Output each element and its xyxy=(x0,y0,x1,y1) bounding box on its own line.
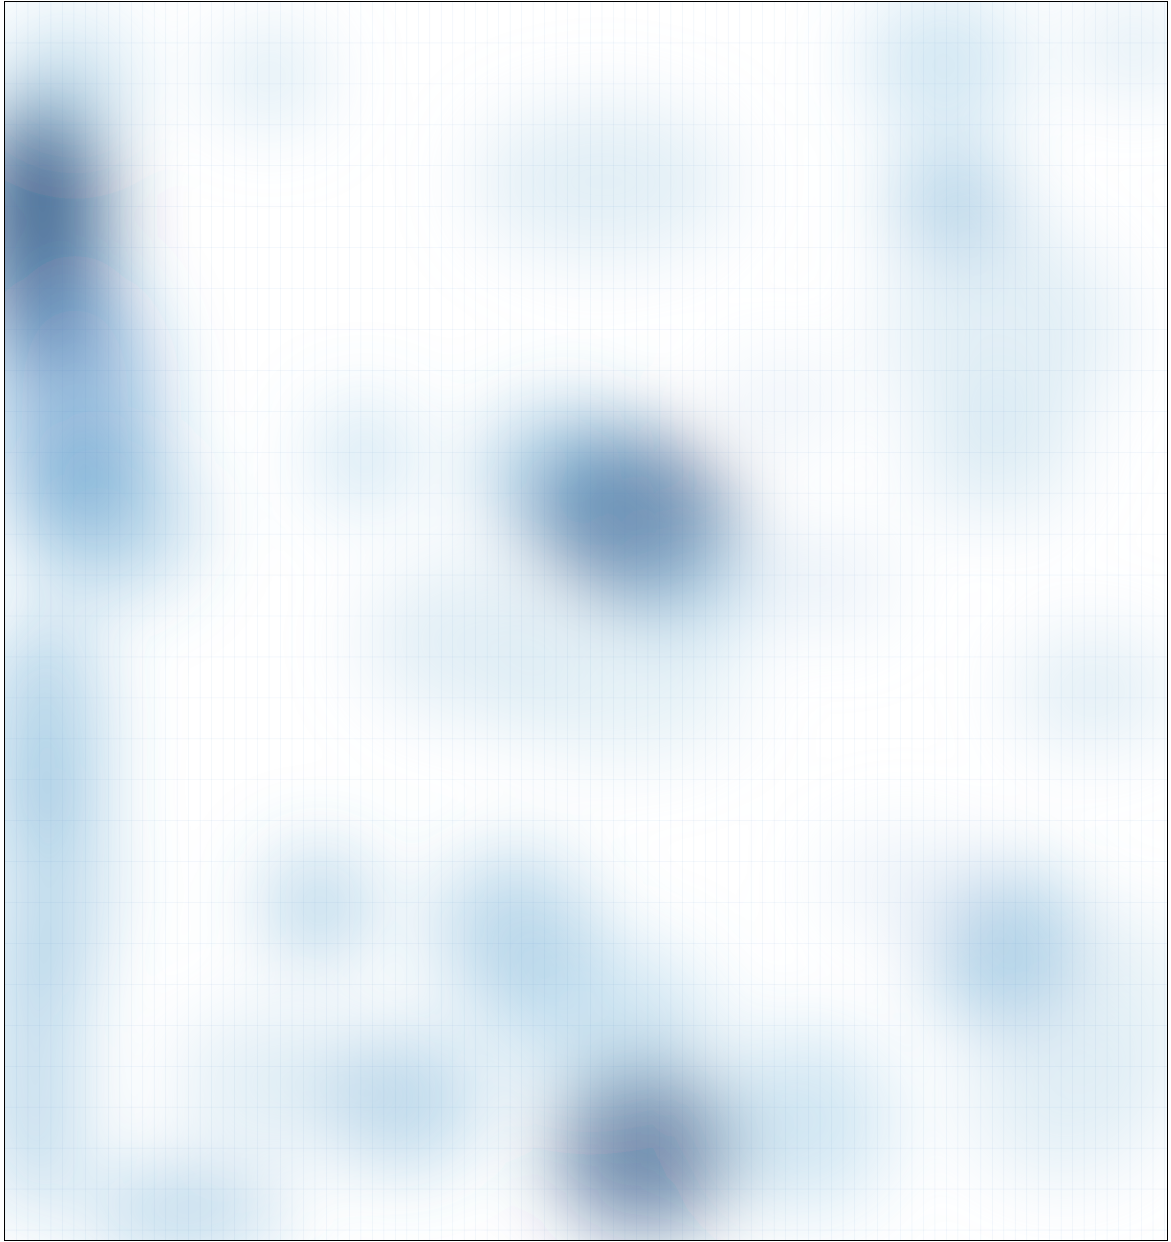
density-blob xyxy=(913,401,1074,522)
density-blob xyxy=(5,12,135,152)
density-blob xyxy=(504,640,744,761)
density-blob xyxy=(1013,631,1167,751)
density-layer xyxy=(5,2,1167,1240)
density-blob xyxy=(494,940,714,1101)
density-blob xyxy=(723,361,844,442)
density-blob xyxy=(823,830,984,931)
density-blob xyxy=(84,1165,285,1240)
density-blob xyxy=(214,26,325,127)
grid-layer xyxy=(5,2,1167,1240)
density-blob xyxy=(554,1065,734,1236)
density-blob xyxy=(883,221,1124,442)
density-blob xyxy=(713,1030,894,1211)
density-blob xyxy=(314,401,415,512)
density-blob xyxy=(1073,2,1167,97)
density-blob xyxy=(5,760,105,1001)
density-blob xyxy=(773,531,894,631)
density-blob xyxy=(863,2,1024,132)
heatmap-plot-area xyxy=(4,1,1168,1241)
density-blob xyxy=(264,845,375,966)
density-blob xyxy=(1093,910,1167,1091)
heatmap-svg xyxy=(5,2,1167,1240)
density-blob xyxy=(174,1010,375,1151)
density-blob xyxy=(593,506,774,656)
density-blob xyxy=(474,101,734,262)
density-blob xyxy=(474,401,654,542)
density-blob xyxy=(14,441,195,602)
density-blob xyxy=(5,940,80,1220)
